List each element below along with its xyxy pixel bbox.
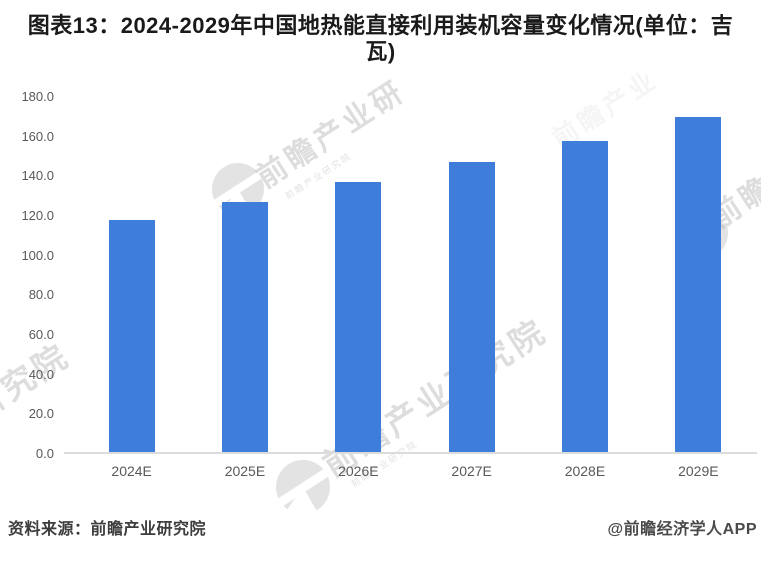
x-axis: 2024E 2025E 2026E 2027E 2028E 2029E <box>75 463 755 483</box>
plot-area <box>75 97 755 454</box>
bar-2029E <box>675 116 722 454</box>
y-tick-label: 60.0 <box>28 327 54 342</box>
x-tick-label: 2027E <box>451 463 492 479</box>
y-tick-label: 40.0 <box>28 366 54 382</box>
y-tick-label: 80.0 <box>28 287 54 303</box>
bar-2026E <box>335 182 382 454</box>
y-tick-label: 140.0 <box>21 168 54 184</box>
y-tick-label: 20.0 <box>28 406 54 422</box>
bar-2024E <box>108 220 155 454</box>
y-tick-label: 180.0 <box>21 89 54 104</box>
x-tick-label: 2026E <box>338 463 379 479</box>
x-tick-label: 2028E <box>564 463 606 479</box>
x-tick-label: 2025E <box>224 463 266 479</box>
y-tick-label: 120.0 <box>21 208 54 223</box>
chart-title: 图表13：2024-2029年中国地热能直接利用装机容量变化情况(单位：吉瓦) <box>27 13 734 65</box>
x-tick-label: 2024E <box>111 463 152 479</box>
source-note: 资料来源：前瞻产业研究院 <box>8 521 207 538</box>
qianzhan-logo-icon <box>276 460 330 514</box>
credit-note: @前瞻经济学人APP <box>607 521 757 538</box>
y-tick-label: 100.0 <box>21 247 54 263</box>
bar-2027E <box>448 162 495 454</box>
y-axis: 180.0 160.0 140.0 120.0 100.0 80.0 60.0 40.0 20.… <box>4 89 54 461</box>
x-axis-line <box>64 452 757 454</box>
x-tick-label: 2029E <box>678 463 719 479</box>
bar-2028E <box>562 140 608 454</box>
bar-2025E <box>222 202 268 454</box>
y-tick-label: 160.0 <box>21 128 54 144</box>
y-tick-label: 0.0 <box>35 446 54 461</box>
